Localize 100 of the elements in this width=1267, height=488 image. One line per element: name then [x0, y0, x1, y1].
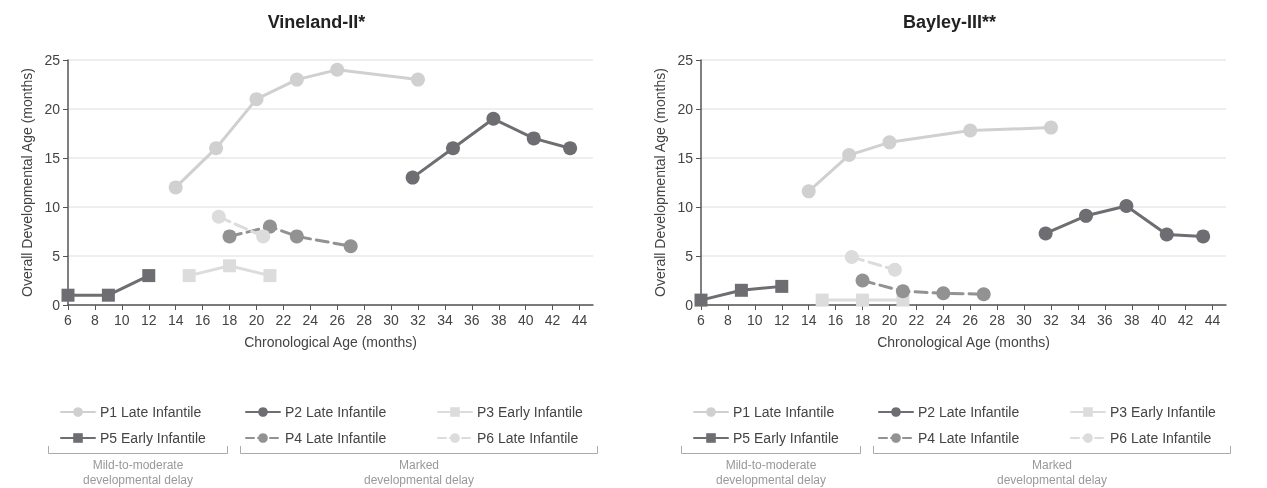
legend-label: P3 Early Infantile [1110, 404, 1217, 420]
y-tick-label: 10 [677, 199, 694, 215]
y-tick-label: 0 [52, 297, 61, 313]
point [330, 62, 345, 77]
x-tick-label: 14 [800, 312, 817, 328]
x-tick-label: 44 [1204, 312, 1221, 328]
x-tick-label: 30 [1016, 312, 1033, 328]
legend-label: P5 Early Infantile [100, 430, 207, 446]
y-tick-label: 25 [677, 52, 694, 68]
point [1119, 199, 1134, 214]
point [895, 284, 910, 299]
x-tick-label: 20 [881, 312, 898, 328]
point [289, 229, 304, 244]
point [775, 279, 789, 293]
x-tick-label: 40 [1150, 312, 1167, 328]
point [486, 111, 501, 126]
x-tick-label: 16 [827, 312, 844, 328]
text: Marked developmental delay [362, 458, 476, 488]
x-axis-title: Chronological Age (months) [877, 334, 1050, 350]
point [142, 269, 156, 283]
x-tick-label: 8 [91, 312, 100, 328]
x-tick-label: 42 [1177, 312, 1194, 328]
point [1196, 229, 1211, 244]
x-tick-label: 28 [356, 312, 373, 328]
x-tick-label: 24 [935, 312, 952, 328]
legend-label: P2 Late Infantile [285, 404, 387, 420]
point [815, 293, 829, 307]
x-tick-label: 40 [517, 312, 534, 328]
point [856, 293, 870, 307]
point [734, 283, 748, 297]
point [526, 131, 541, 146]
point [882, 135, 897, 150]
point [1044, 120, 1058, 135]
chart-title: Vineland-II* [267, 12, 366, 32]
point [256, 229, 271, 244]
y-axis-title: Overall Developmental Age (months) [651, 68, 668, 297]
x-tick-label: 10 [747, 312, 763, 328]
text: Marked developmental delay [995, 458, 1109, 488]
point [887, 262, 902, 277]
x-tick-label: 26 [329, 312, 346, 328]
point [263, 269, 277, 283]
x-tick-label: 6 [64, 312, 73, 328]
x-tick-label: 36 [1097, 312, 1113, 328]
point [249, 92, 264, 107]
y-tick-label: 15 [677, 150, 694, 166]
legend-label: P1 Late Infantile [100, 404, 202, 420]
x-tick-label: 36 [464, 312, 480, 328]
x-tick-label: 42 [544, 312, 561, 328]
point [963, 123, 978, 138]
x-tick-label: 14 [167, 312, 184, 328]
x-axis-title: Chronological Age (months) [244, 334, 417, 350]
x-tick-label: 38 [1123, 312, 1140, 328]
x-tick-label: 30 [383, 312, 400, 328]
point [101, 288, 115, 302]
x-tick-label: 38 [490, 312, 507, 328]
point [1038, 226, 1053, 241]
x-tick-label: 44 [571, 312, 588, 328]
point [223, 259, 237, 273]
point [446, 141, 460, 156]
x-tick-label: 32 [410, 312, 426, 328]
x-tick-label: 18 [854, 312, 871, 328]
point [222, 229, 237, 244]
x-tick-label: 16 [194, 312, 211, 328]
x-tick-label: 12 [773, 312, 790, 328]
y-tick-label: 25 [44, 52, 61, 68]
y-tick-label: 5 [52, 248, 61, 264]
x-tick-label: 34 [1070, 312, 1086, 328]
point [405, 170, 420, 185]
x-tick-label: 26 [962, 312, 979, 328]
y-tick-label: 20 [677, 101, 694, 117]
legend-label: P2 Late Infantile [918, 404, 1020, 420]
point [262, 219, 277, 234]
legend-label: P3 Early Infantile [477, 404, 584, 420]
point [1159, 227, 1174, 242]
point [1079, 208, 1093, 223]
y-tick-label: 0 [685, 297, 694, 313]
x-tick-label: 22 [275, 312, 292, 328]
point [182, 269, 196, 283]
text: Mild-to-moderate developmental delay [714, 458, 828, 488]
y-axis-title: Overall Developmental Age (months) [18, 68, 35, 297]
point [842, 148, 857, 163]
y-tick-label: 5 [685, 248, 694, 264]
x-tick-label: 34 [437, 312, 453, 328]
x-tick-label: 10 [114, 312, 130, 328]
legend-label: P4 Late Infantile [285, 430, 387, 446]
legend-label: P1 Late Infantile [733, 404, 835, 420]
point [936, 286, 951, 301]
point [211, 209, 226, 224]
x-tick-label: 12 [140, 312, 157, 328]
x-tick-label: 8 [724, 312, 733, 328]
x-tick-label: 6 [697, 312, 706, 328]
x-tick-label: 28 [989, 312, 1006, 328]
y-tick-label: 20 [44, 101, 61, 117]
point [343, 239, 358, 254]
y-tick-label: 10 [44, 199, 61, 215]
point [801, 184, 816, 199]
point [694, 293, 708, 307]
x-tick-label: 18 [221, 312, 238, 328]
point [855, 273, 870, 288]
legend-label: P5 Early Infantile [733, 430, 840, 446]
